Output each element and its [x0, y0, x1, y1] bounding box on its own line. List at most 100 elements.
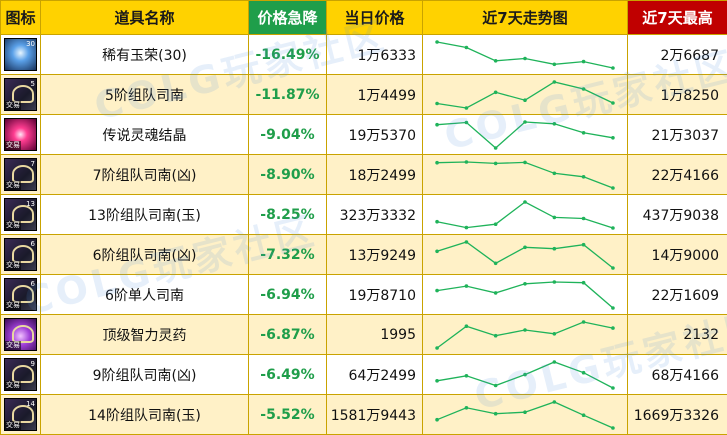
today-price: 1万4499 [327, 75, 423, 115]
item-name: 稀有玉荣(30) [41, 35, 249, 75]
trend-point [494, 383, 498, 387]
trend-point [611, 266, 615, 270]
icon-level: 13 [26, 200, 35, 208]
trend-point [494, 333, 498, 337]
trend-point [582, 216, 586, 220]
icon-level: 7 [31, 160, 35, 168]
max-price: 22万1609 [628, 275, 727, 315]
trend-point [435, 249, 439, 253]
today-price: 1万6333 [327, 35, 423, 75]
star-crystal-icon[interactable]: 30 [4, 38, 37, 71]
trend-point [435, 101, 439, 105]
trend-line [437, 322, 613, 348]
max-price: 2132 [628, 315, 727, 355]
trend-point [465, 225, 469, 229]
trend-cell [423, 355, 628, 395]
trend-point [435, 219, 439, 223]
trend-line [437, 82, 613, 108]
trend-sparkline [423, 276, 627, 314]
icon-cell: 6 交易 [1, 275, 41, 315]
trade-badge: 交易 [5, 141, 21, 150]
price-drop: -9.04% [249, 115, 327, 155]
compass-icon[interactable]: 6 交易 [4, 278, 37, 311]
trend-point [465, 45, 469, 49]
trend-point [582, 320, 586, 324]
today-price: 1995 [327, 315, 423, 355]
today-price: 323万3332 [327, 195, 423, 235]
compass-icon[interactable]: 14 交易 [4, 398, 37, 431]
header-icon: 图标 [1, 1, 41, 35]
trend-point [523, 160, 527, 164]
trend-point [435, 346, 439, 350]
icon-level: 30 [26, 40, 35, 48]
trend-cell [423, 395, 628, 435]
trend-cell [423, 275, 628, 315]
icon-level: 6 [31, 280, 35, 288]
trend-cell [423, 235, 628, 275]
max-price: 437万9038 [628, 195, 727, 235]
trend-cell [423, 155, 628, 195]
trend-point [465, 324, 469, 328]
price-drop: -7.32% [249, 235, 327, 275]
icon-level: 14 [26, 400, 35, 408]
trend-point [465, 374, 469, 378]
trend-point [494, 411, 498, 415]
trade-badge: 交易 [5, 301, 21, 310]
trend-point [582, 413, 586, 417]
price-drop: -8.25% [249, 195, 327, 235]
trend-point [435, 379, 439, 383]
potion-icon[interactable]: 交易 [4, 318, 37, 351]
trend-line [437, 162, 613, 188]
icon-cell: 30 [1, 35, 41, 75]
trade-badge: 交易 [5, 421, 21, 430]
trend-cell [423, 315, 628, 355]
price-drop: -5.52% [249, 395, 327, 435]
trend-point [494, 291, 498, 295]
trend-line [437, 122, 613, 148]
item-name: 传说灵魂结晶 [41, 115, 249, 155]
icon-level: 9 [31, 360, 35, 368]
item-name: 9阶组队司南(凶) [41, 355, 249, 395]
trend-point [553, 80, 557, 84]
trend-point [553, 246, 557, 250]
trend-point [435, 122, 439, 126]
trend-point [582, 175, 586, 179]
trend-point [465, 406, 469, 410]
trend-point [523, 328, 527, 332]
trend-point [553, 122, 557, 126]
trend-point [582, 131, 586, 135]
header-item-name: 道具名称 [41, 1, 249, 35]
trend-point [523, 120, 527, 124]
max-price: 1669万3326 [628, 395, 727, 435]
item-name: 5阶组队司南 [41, 75, 249, 115]
trend-line [437, 42, 613, 68]
max-price: 21万3037 [628, 115, 727, 155]
trend-point [465, 284, 469, 288]
soul-crystal-icon[interactable]: 交易 [4, 118, 37, 151]
trend-point [465, 120, 469, 124]
trend-point [611, 326, 615, 330]
trend-sparkline [423, 196, 627, 234]
trend-point [582, 59, 586, 63]
